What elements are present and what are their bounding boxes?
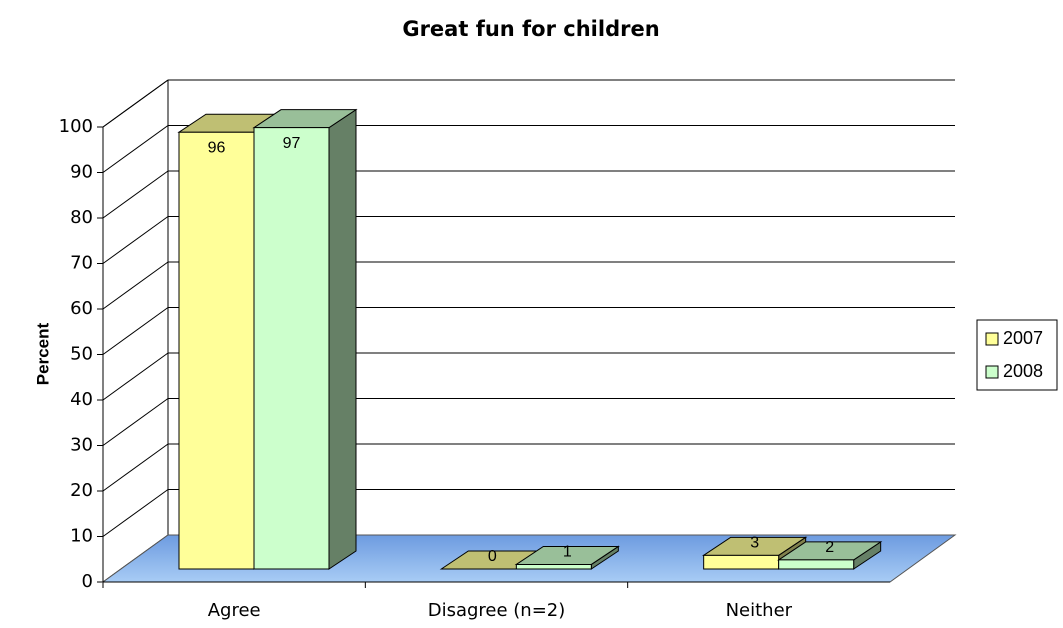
y-tick-label: 40 [70, 389, 93, 410]
y-tick-label: 90 [70, 162, 93, 183]
legend-swatch [985, 365, 999, 379]
data-label: 97 [283, 135, 301, 152]
y-tick-label: 50 [70, 344, 93, 365]
data-label: 3 [750, 535, 759, 552]
y-tick-label: 70 [70, 253, 93, 274]
x-tick-label: Disagree (n=2) [428, 600, 566, 621]
grid-line-side [102, 489, 169, 537]
legend-swatch [985, 332, 999, 346]
grid-line-side [102, 352, 169, 401]
data-label: 96 [208, 139, 226, 156]
bar-front [703, 554, 780, 570]
grid-line-side [102, 443, 169, 492]
bar-front [778, 559, 855, 570]
bar-front [515, 563, 592, 570]
data-label: 1 [563, 544, 572, 561]
x-tick-label: Neither [726, 600, 793, 621]
bar [514, 545, 620, 570]
data-label: 0 [488, 548, 497, 565]
bar [777, 540, 883, 570]
y-tick-label: 60 [70, 298, 93, 319]
y-tick-label: 80 [70, 207, 93, 228]
bar-front [178, 131, 255, 570]
grid-line-side [102, 170, 169, 219]
legend-label: 2008 [1003, 361, 1043, 381]
grid-line-side [102, 261, 169, 310]
bar [702, 536, 808, 570]
grid-line-side [102, 307, 169, 355]
chart-title: Great fun for children [402, 17, 659, 41]
bar-side [328, 108, 357, 570]
grid-line-side [102, 125, 169, 173]
y-tick-label: 100 [59, 116, 93, 137]
y-tick-label: 20 [70, 480, 93, 501]
y-tick-label: 10 [70, 526, 93, 547]
grid-line-side [102, 216, 169, 264]
grid-line-side [102, 398, 169, 446]
legend-label: 2007 [1003, 328, 1043, 348]
y-axis-title: Percent [33, 322, 52, 385]
x-tick-label: Agree [208, 600, 261, 621]
y-tick-label: 0 [82, 571, 93, 592]
data-label: 2 [825, 539, 834, 556]
bar-front [253, 127, 330, 570]
y-tick-label: 30 [70, 435, 93, 456]
bar [252, 108, 358, 570]
grid-line-side [102, 79, 169, 128]
